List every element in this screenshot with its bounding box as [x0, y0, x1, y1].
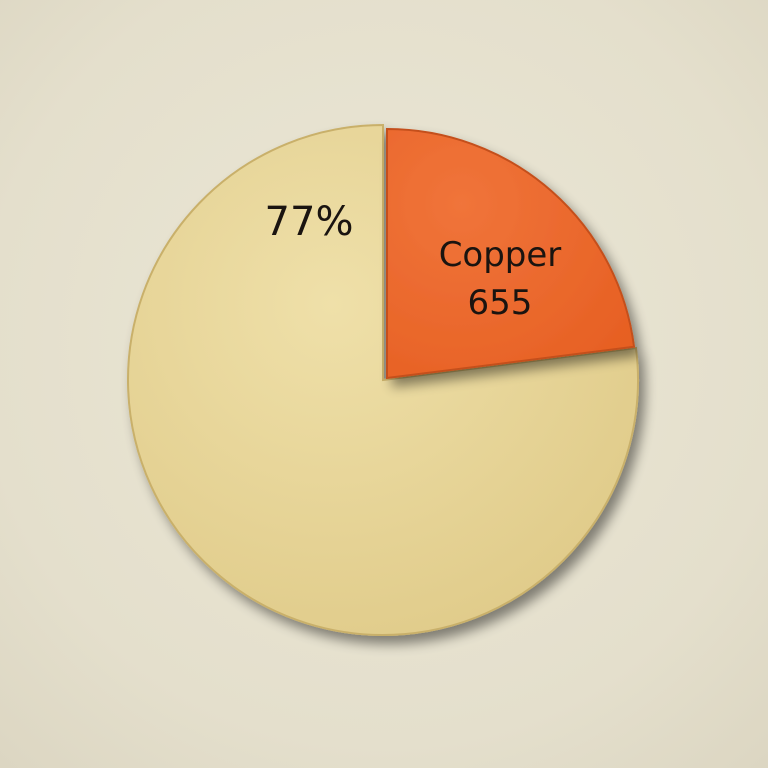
- pie-slice-copper-name-label: Copper: [439, 235, 562, 275]
- pie-slice-main: [127, 123, 639, 636]
- slices-layer: [127, 123, 639, 636]
- pie-slice-copper-value-label: 655: [468, 283, 533, 323]
- pie-slice-main-value-label: 77%: [265, 199, 354, 245]
- labels-layer: 77% Copper 655: [265, 199, 562, 323]
- pie-slice-copper: [386, 127, 636, 380]
